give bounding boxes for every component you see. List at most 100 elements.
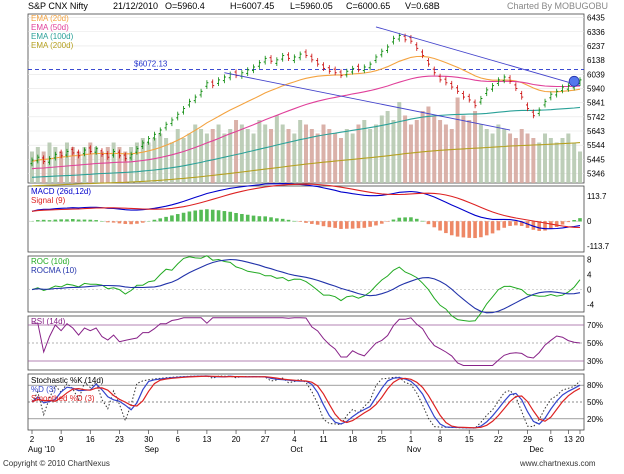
stoch-tick-label: 80% xyxy=(587,381,603,390)
x-tick-label: 11 xyxy=(319,435,328,444)
x-tick-label: 1 xyxy=(409,435,414,444)
macd-hist-bar xyxy=(48,220,52,221)
macd-hist-bar xyxy=(473,221,477,238)
volume-bar xyxy=(374,125,378,184)
macd-hist-bar xyxy=(403,217,407,221)
volume-bar xyxy=(234,120,238,183)
volume-bar xyxy=(182,138,186,183)
rsi-tick-label: 70% xyxy=(587,321,603,330)
macd-hist-bar xyxy=(182,213,186,222)
x-tick-label: 8 xyxy=(438,435,443,444)
volume-bar xyxy=(485,129,489,183)
macd-hist-bar xyxy=(427,221,431,224)
volume-bar xyxy=(147,143,151,184)
volume-bar xyxy=(508,134,512,184)
volume-bar xyxy=(386,111,390,183)
macd-hist-bar xyxy=(339,221,343,229)
macd-hist-bar xyxy=(258,216,262,221)
macd-hist-bar xyxy=(450,221,454,235)
volume-bar xyxy=(257,120,261,183)
volume-bar xyxy=(561,138,565,183)
volume-bar xyxy=(187,134,191,184)
macd-hist-bar xyxy=(129,221,133,224)
macd-hist-bar xyxy=(432,221,436,227)
price-tick-label: 6336 xyxy=(587,28,605,37)
price-tick-label: 5445 xyxy=(587,155,605,164)
volume-bar xyxy=(333,134,337,184)
macd-hist-bar xyxy=(333,221,337,228)
macd-hist-bar xyxy=(462,221,466,237)
macd-hist-bar xyxy=(456,221,460,236)
macd-hist-bar xyxy=(106,221,110,222)
month-label: Oct xyxy=(290,445,303,454)
macd-hist-bar xyxy=(158,218,162,221)
volume-bar xyxy=(275,116,279,184)
macd-hist-bar xyxy=(444,221,448,233)
symbol-label: S&P CNX Nifty xyxy=(28,1,88,11)
macd-tick-label: -113.7 xyxy=(587,242,610,251)
volume-bar xyxy=(368,129,372,183)
macd-hist-bar xyxy=(421,221,425,222)
volume-bar xyxy=(578,152,582,184)
roc-tick-label: -4 xyxy=(587,301,595,310)
volume-bar xyxy=(356,125,360,184)
x-tick-label: 16 xyxy=(86,435,95,444)
macd-hist-bar xyxy=(328,221,332,227)
macd-hist-bar xyxy=(94,220,98,221)
macd-hist-bar xyxy=(508,221,512,226)
price-tick-label: 5841 xyxy=(587,99,605,108)
x-tick-label: 23 xyxy=(115,435,124,444)
volume-bar xyxy=(491,134,495,184)
price-tick-label: 6435 xyxy=(587,14,605,23)
macd-hist-bar xyxy=(54,220,58,222)
stoch-tick-label: 50% xyxy=(587,398,603,407)
price-tick-label: 5940 xyxy=(587,84,605,93)
macd-hist-bar xyxy=(59,219,63,221)
macd-hist-bar xyxy=(392,220,396,222)
macd-hist-bar xyxy=(153,220,157,222)
copyright-label: Copyright © 2010 ChartNexus xyxy=(3,459,110,468)
macd-hist-bar xyxy=(467,221,471,238)
macd-hist-bar xyxy=(71,219,75,221)
volume-bar xyxy=(391,120,395,183)
rocma-legend: ROCMA (10) xyxy=(31,266,77,275)
date-label: 21/12/2010 xyxy=(113,1,158,11)
volume-bar xyxy=(438,120,442,183)
price-tick-label: 5346 xyxy=(587,170,605,179)
macd-hist-bar xyxy=(479,221,483,237)
stoch-smoothed-legend: Smoothed %D (3) xyxy=(31,394,95,403)
macd-hist-bar xyxy=(193,210,197,221)
volume-bar xyxy=(199,129,203,183)
price-tick-label: 6237 xyxy=(587,42,605,51)
month-label: Dec xyxy=(529,445,543,454)
volume-bar xyxy=(432,116,436,184)
macd-hist-bar xyxy=(176,214,180,221)
macd-hist-bar xyxy=(135,221,139,224)
x-tick-label: 30 xyxy=(144,435,153,444)
macd-hist-bar xyxy=(316,221,320,225)
volume-bar xyxy=(351,134,355,184)
panel-frame xyxy=(28,256,584,312)
macd-hist-bar xyxy=(83,220,87,222)
volume-bar xyxy=(537,143,541,184)
close-label: C=6000.65 xyxy=(346,1,390,11)
price-tick-label: 5544 xyxy=(587,141,605,150)
macd-hist-bar xyxy=(164,217,168,222)
macd-hist-bar xyxy=(322,221,326,226)
macd-hist-bar xyxy=(438,221,442,230)
x-tick-label: 29 xyxy=(523,435,532,444)
price-tick-label: 5643 xyxy=(587,127,605,136)
volume-bar xyxy=(176,129,180,183)
volume-bar xyxy=(252,134,256,184)
macd-hist-bar xyxy=(88,220,92,222)
macd-hist-bar xyxy=(252,216,256,222)
x-tick-label: 9 xyxy=(59,435,64,444)
macd-hist-bar xyxy=(561,221,565,224)
rsi-tick-label: 30% xyxy=(587,357,603,366)
macd-hist-bar xyxy=(514,221,518,225)
macd-hist-bar xyxy=(269,217,273,221)
ema-legend-4: EMA (200d) xyxy=(31,41,74,50)
macd-hist-bar xyxy=(240,214,244,222)
macd-hist-bar xyxy=(380,221,384,224)
